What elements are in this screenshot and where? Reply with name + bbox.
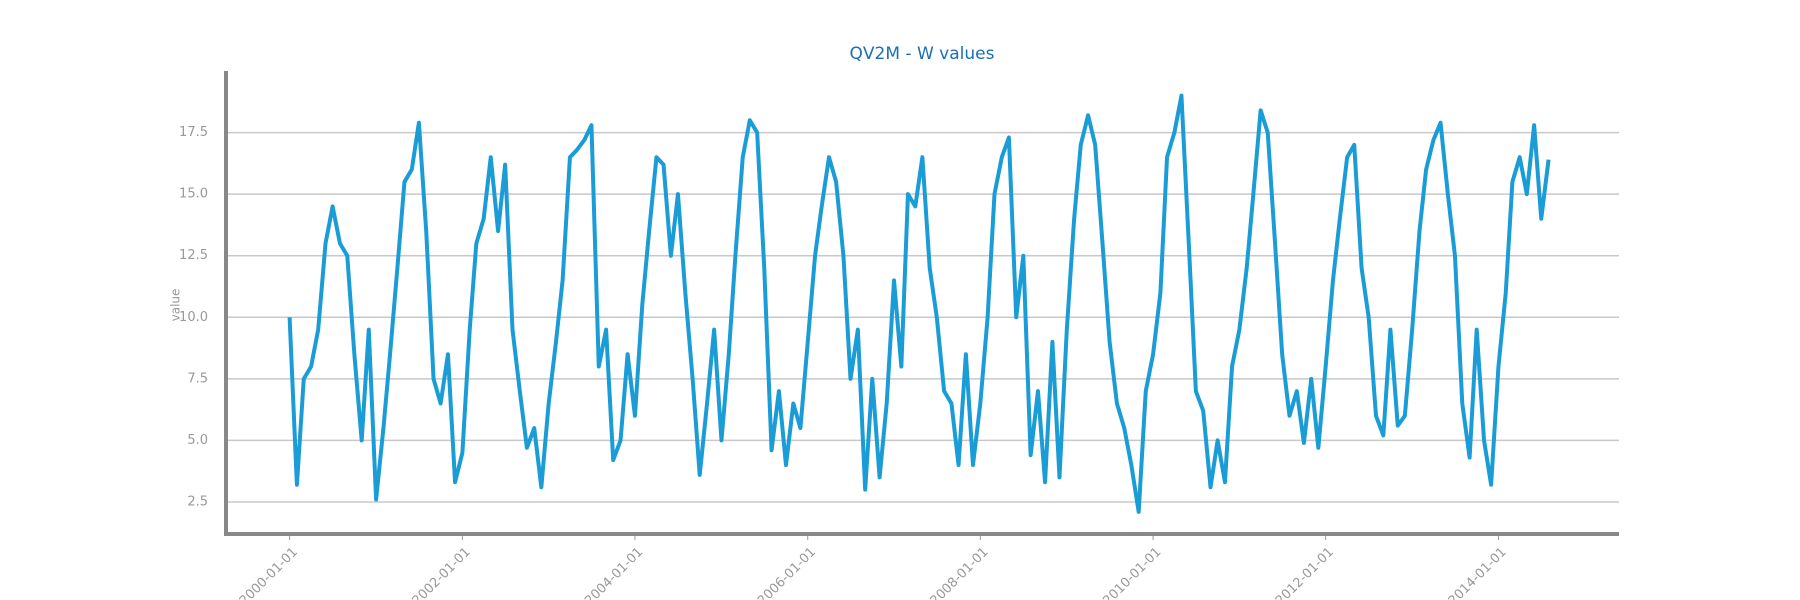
data-line xyxy=(287,93,1551,514)
x-tick-label: 2008-01-01 xyxy=(928,545,992,600)
chart-title: QV2M - W values xyxy=(850,44,995,64)
x-tick-label: 2010-01-01 xyxy=(1100,545,1164,600)
y-tick-label: 5.0 xyxy=(187,433,208,448)
x-tick-label: 2000-01-01 xyxy=(237,545,301,600)
y-tick-label: 7.5 xyxy=(187,371,208,386)
y-tick-label: 15.0 xyxy=(179,187,208,202)
x-tick-label: 2004-01-01 xyxy=(582,545,646,600)
y-tick-label: 2.5 xyxy=(187,494,208,509)
y-tick-label: 10.0 xyxy=(179,310,208,325)
x-tick-label: 2014-01-01 xyxy=(1446,545,1510,600)
y-tick-label: 17.5 xyxy=(179,125,208,140)
x-tick-label: 2006-01-01 xyxy=(755,545,819,600)
y-tick-label: 12.5 xyxy=(179,248,208,263)
x-tick-label: 2012-01-01 xyxy=(1273,545,1337,600)
x-tick-label: 2002-01-01 xyxy=(410,545,474,600)
y-axis-label: value xyxy=(169,289,183,322)
